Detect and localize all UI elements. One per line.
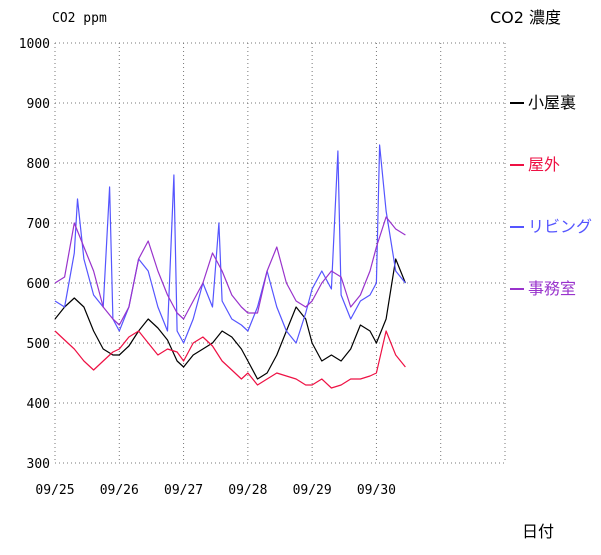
x-tick-labels: 09/25 09/26 09/27 09/28 09/29 09/30	[35, 483, 396, 498]
series-line	[54, 258, 406, 380]
y-tick-label: 600	[27, 277, 50, 292]
y-tick-label: 900	[27, 97, 50, 112]
series-line	[54, 144, 406, 344]
y-axis-label: CO2 ppm	[52, 11, 107, 26]
y-tick-label: 300	[27, 457, 50, 472]
y-tick-label: 800	[27, 157, 50, 172]
series-line	[54, 216, 406, 326]
x-tick-label: 09/26	[100, 483, 139, 498]
legend-label: 屋外	[528, 155, 560, 174]
legend-label: リビング	[528, 217, 592, 236]
x-tick-label: 09/29	[293, 483, 332, 498]
chart-title: CO2 濃度	[490, 8, 561, 27]
x-tick-label: 09/28	[228, 483, 267, 498]
x-tick-label: 09/25	[35, 483, 74, 498]
y-tick-labels: 300 400 500 600 700 800 900 1000	[19, 37, 50, 472]
series-layer	[54, 144, 406, 389]
y-tick-label: 400	[27, 397, 50, 412]
x-axis-label: 日付	[522, 522, 554, 541]
y-tick-label: 700	[27, 217, 50, 232]
grid	[54, 42, 506, 464]
legend-label: 事務室	[528, 279, 576, 298]
legend-label: 小屋裏	[528, 93, 576, 112]
y-tick-label: 1000	[19, 37, 50, 52]
x-tick-label: 09/30	[357, 483, 396, 498]
x-tick-label: 09/27	[164, 483, 203, 498]
series-line	[54, 330, 406, 389]
y-tick-label: 500	[27, 337, 50, 352]
